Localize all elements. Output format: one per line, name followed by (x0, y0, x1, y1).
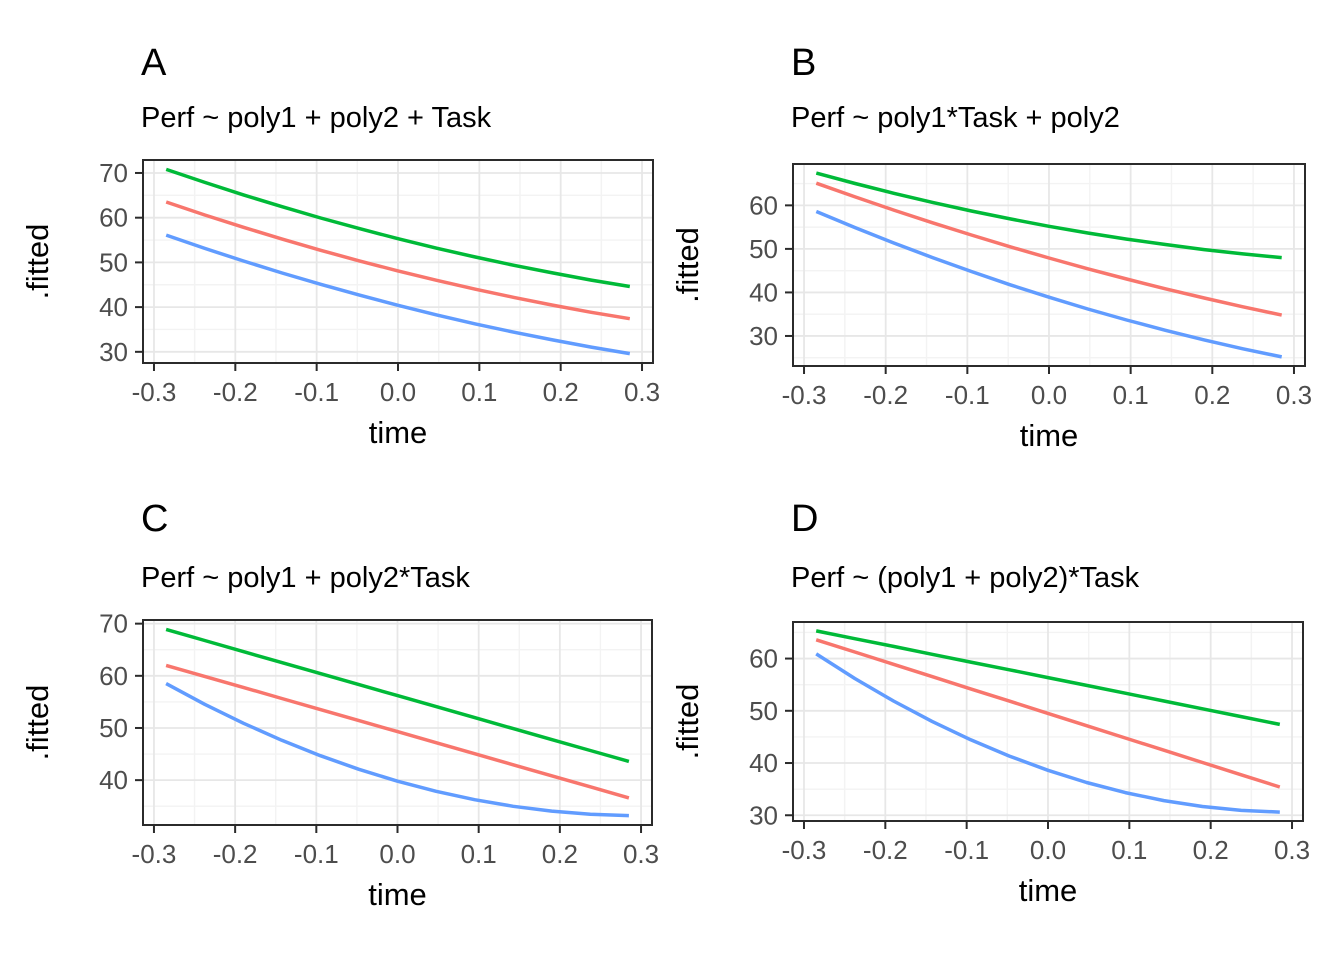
panel-title-b: Perf ~ poly1*Task + poly2 (791, 102, 1120, 134)
panel-title-c: Perf ~ poly1 + poly2*Task (141, 562, 470, 594)
y-axis-title: .fitted (20, 685, 55, 761)
y-tick-label: 60 (99, 203, 128, 233)
y-tick-label: 70 (99, 609, 128, 639)
y-axis-title: .fitted (20, 224, 55, 300)
y-tick-label: 50 (99, 713, 128, 743)
series-red-line (815, 181, 1283, 317)
y-tick-label: 50 (99, 247, 128, 277)
panel-D-chart: -0.3 -0.2 -0.1 0.0 0.1 0.2 0.3 30 40 50 60 time .fit… (672, 621, 1310, 908)
x-tick-label: -0.3 (132, 839, 177, 869)
y-axis-title: .fitted (672, 227, 705, 303)
x-axis-title: time (369, 415, 428, 450)
panel-C: C Perf ~ poly1 + poly2*Task -0.3 -0.2 -0.1… (0, 480, 672, 960)
panel-C-chart: -0.3 -0.2 -0.1 0.0 0.1 0.2 0.3 40 50 60 70 time .fit… (20, 609, 659, 912)
y-tick-label: 50 (749, 696, 778, 726)
x-tick-label: 0.0 (1030, 835, 1066, 865)
y-tick-label: 60 (99, 661, 128, 691)
panel-title-d: Perf ~ (poly1 + poly2)*Task (791, 562, 1140, 594)
x-tick-label: 0.0 (380, 377, 416, 407)
x-tick-label: 0.3 (1274, 835, 1310, 865)
x-tick-label: 0.2 (542, 839, 578, 869)
x-axis-title: time (368, 877, 427, 912)
y-tick-label: 40 (99, 765, 128, 795)
series-blue-line (165, 682, 629, 818)
panel-title-a: Perf ~ poly1 + poly2 + Task (141, 102, 492, 134)
y-tick-label: 50 (749, 234, 778, 264)
x-tick-label: 0.2 (1194, 380, 1230, 410)
x-tick-label: -0.2 (863, 835, 908, 865)
x-tick-label: 0.1 (1113, 380, 1149, 410)
x-tick-label: 0.1 (461, 377, 497, 407)
x-tick-label: 0.0 (379, 839, 415, 869)
series-green-line (165, 627, 630, 764)
x-axis-title: time (1019, 873, 1078, 908)
series-green-line (165, 167, 631, 289)
x-tick-label: -0.1 (294, 377, 339, 407)
x-tick-label: 0.3 (1276, 380, 1312, 410)
panel-A: A Perf ~ poly1 + poly2 + Task -0.3 -0.2 -0… (0, 0, 672, 480)
y-tick-label: 30 (749, 321, 778, 351)
x-tick-label: 0.3 (623, 839, 659, 869)
panel-label-c: C (141, 498, 169, 540)
x-tick-label: -0.3 (782, 835, 827, 865)
x-tick-label: 0.2 (1193, 835, 1229, 865)
series-blue-line (815, 652, 1280, 814)
series-blue-line (165, 233, 631, 356)
series-green-line (815, 629, 1281, 727)
y-tick-label: 40 (749, 277, 778, 307)
y-tick-label: 60 (749, 644, 778, 674)
x-tick-label: -0.1 (945, 380, 990, 410)
y-tick-label: 70 (99, 158, 128, 188)
y-axis-title: .fitted (672, 684, 705, 760)
series-red-line (165, 663, 630, 800)
x-tick-label: 0.3 (624, 377, 660, 407)
x-axis-title: time (1020, 418, 1079, 453)
x-tick-label: 0.0 (1031, 380, 1067, 410)
panel-label-b: B (791, 42, 817, 84)
panel-A-chart: -0.3 -0.2 -0.1 0.0 0.1 0.2 0.3 30 40 50 60 70 time .f… (20, 158, 660, 450)
x-tick-label: 0.1 (1111, 835, 1147, 865)
x-tick-label: -0.3 (782, 380, 827, 410)
panel-label-a: A (141, 42, 167, 84)
y-tick-label: 40 (99, 292, 128, 322)
x-tick-label: -0.1 (944, 835, 989, 865)
x-tick-label: 0.1 (461, 839, 497, 869)
series-green-line (815, 171, 1282, 260)
panel-B: B Perf ~ poly1*Task + poly2 -0.3 -0.2 -0.1… (672, 0, 1344, 480)
y-tick-label: 30 (749, 800, 778, 830)
y-tick-label: 60 (749, 190, 778, 220)
series-red-line (815, 638, 1281, 789)
panel-D: D Perf ~ (poly1 + poly2)*Task -0.3 -0.2 -0… (672, 480, 1344, 960)
x-tick-label: -0.1 (294, 839, 339, 869)
y-tick-label: 40 (749, 748, 778, 778)
x-tick-label: 0.2 (543, 377, 579, 407)
panel-label-d: D (791, 498, 819, 540)
x-tick-label: -0.2 (213, 839, 258, 869)
x-tick-label: -0.2 (213, 377, 258, 407)
x-tick-label: -0.3 (132, 377, 177, 407)
y-tick-label: 30 (99, 337, 128, 367)
x-tick-label: -0.2 (863, 380, 908, 410)
panel-B-chart: -0.3 -0.2 -0.1 0.0 0.1 0.2 0.3 30 40 50 60 time .fit… (672, 163, 1312, 453)
series-red-line (165, 200, 631, 321)
series-blue-line (815, 209, 1283, 359)
